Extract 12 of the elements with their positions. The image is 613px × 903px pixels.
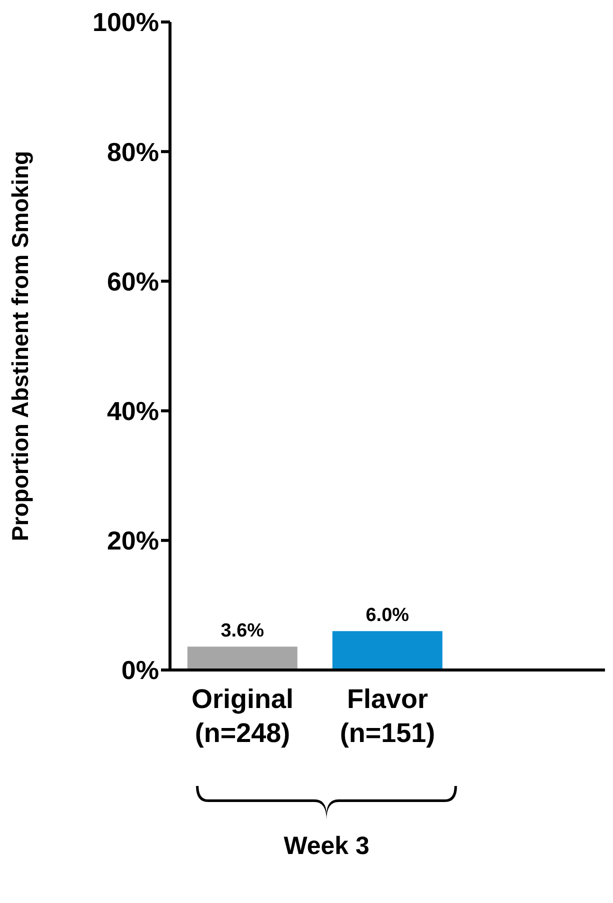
y-tick-label: 80% [106,136,159,167]
y-tick-label: 40% [106,396,159,426]
y-tick-label: 20% [106,526,159,556]
x-tick-label: Flavor (n=151) [340,684,436,748]
y-tick-label: 60% [106,266,159,296]
y-axis-title: Proportion Abstinent from Smoking [7,150,34,542]
data-label: 6.0% [366,605,410,626]
y-tick-label: 100% [92,7,159,38]
x-tick-label: Original (n=248) [191,684,294,748]
text: Week 3 [282,832,370,861]
data-label: 3.6% [220,620,264,642]
y-tick-label: 0% [121,655,159,686]
